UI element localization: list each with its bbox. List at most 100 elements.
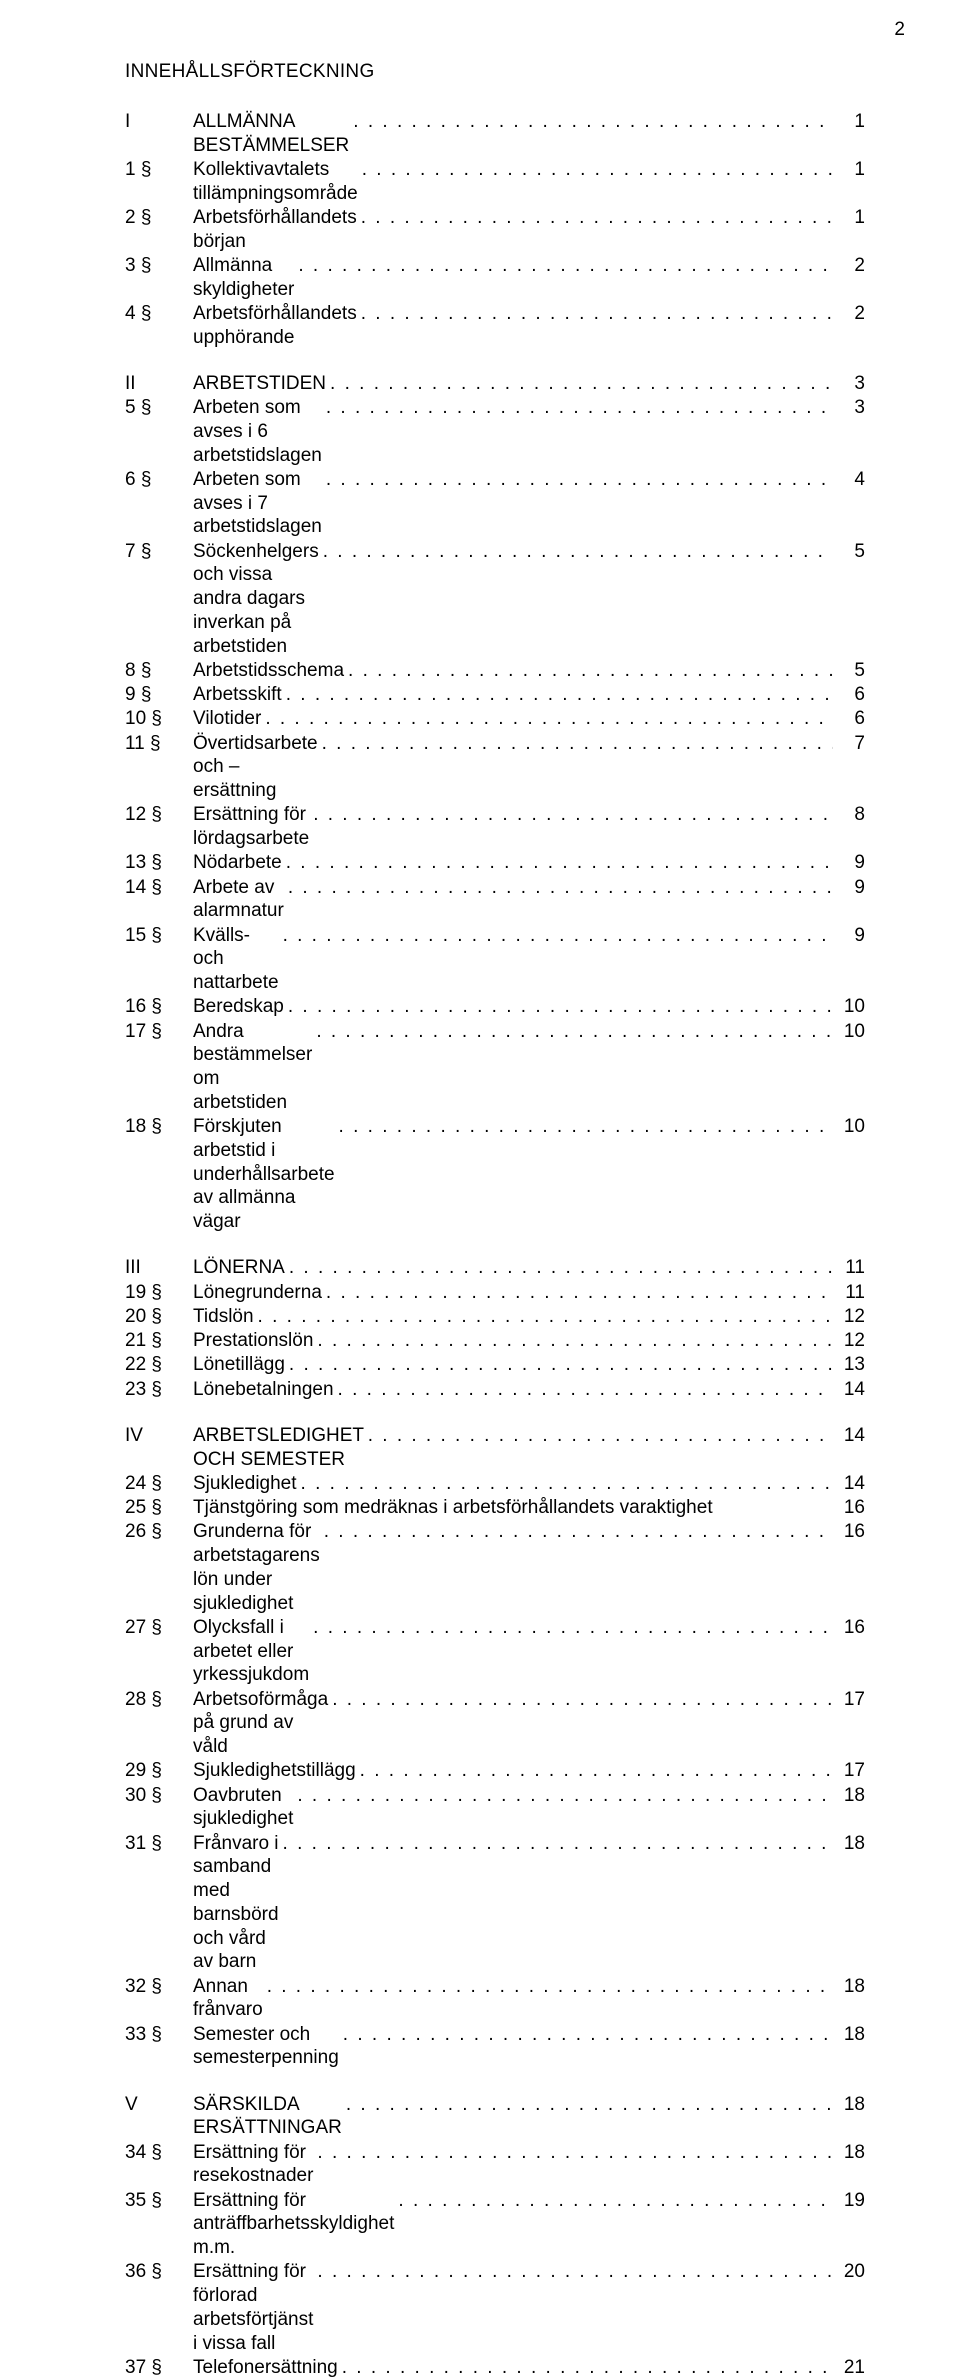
toc-page-number: 14 xyxy=(837,1472,865,1496)
toc-left-label: 19 § xyxy=(125,1281,193,1305)
toc-entry: Prestationslön. . . . . . . . . . . . . … xyxy=(193,1329,837,1353)
toc-entry: Söckenhelgers och vissa andra dagars inv… xyxy=(193,540,837,659)
toc-page-number: 2 xyxy=(837,302,865,326)
toc-left-label: 28 § xyxy=(125,1688,193,1712)
toc-row: IVARBETSLEDIGHET OCH SEMESTER. . . . . .… xyxy=(125,1424,865,1472)
toc-left-label: 17 § xyxy=(125,1020,193,1044)
toc-entry-text: Prestationslön xyxy=(193,1329,313,1353)
toc-page-number: 18 xyxy=(837,2023,865,2047)
toc-row: 23 §Lönebetalningen. . . . . . . . . . .… xyxy=(125,1378,865,1402)
toc-row: 22 §Lönetillägg. . . . . . . . . . . . .… xyxy=(125,1353,865,1377)
toc-entry-text: ARBETSTIDEN xyxy=(193,372,326,396)
toc-left-label: 26 § xyxy=(125,1520,193,1544)
toc-leader-dots: . . . . . . . . . . . . . . . . . . . . … xyxy=(330,372,833,396)
toc-entry: Tjänstgöring som medräknas i arbetsförhå… xyxy=(193,1496,833,1520)
toc-entry-text: Nödarbete xyxy=(193,851,282,875)
toc-entry: Ersättning för förlorad arbetsförtjänst … xyxy=(193,2260,837,2355)
toc-entry: Tidslön. . . . . . . . . . . . . . . . .… xyxy=(193,1305,837,1329)
toc-entry-text: Sjukledighet xyxy=(193,1472,297,1496)
toc-left-label: 11 § xyxy=(125,732,193,756)
toc-entry-text: Oavbruten sjukledighet xyxy=(193,1784,293,1832)
toc-left-label: 36 § xyxy=(125,2260,193,2284)
toc-left-label: I xyxy=(125,110,193,134)
toc-left-label: 3 § xyxy=(125,254,193,278)
toc-page-number: 13 xyxy=(837,1353,865,1377)
toc-left-label: 22 § xyxy=(125,1353,193,1377)
toc-entry: Arbetsoförmåga på grund av våld. . . . .… xyxy=(193,1688,837,1759)
toc-leader-dots: . . . . . . . . . . . . . . . . . . . . … xyxy=(361,302,833,326)
toc-page-number: 6 xyxy=(837,683,865,707)
toc-page-number: 1 xyxy=(837,158,865,182)
toc-page-number: 17 xyxy=(837,1688,865,1712)
toc-leader-dots: . . . . . . . . . . . . . . . . . . . . … xyxy=(342,2356,833,2380)
toc-page-number: 20 xyxy=(837,2260,865,2284)
toc-entry-text: Lönegrunderna xyxy=(193,1281,322,1305)
toc-row: 4 §Arbetsförhållandets upphörande. . . .… xyxy=(125,302,865,350)
toc-leader-dots: . . . . . . . . . . . . . . . . . . . . … xyxy=(332,1688,833,1712)
toc-entry: Arbetsförhållandets början. . . . . . . … xyxy=(193,206,837,254)
toc-left-label: 5 § xyxy=(125,396,193,420)
toc-leader-dots: . . . . . . . . . . . . . . . . . . . . … xyxy=(326,468,833,492)
toc-entry-text: Arbetsförhållandets början xyxy=(193,206,357,254)
section-gap xyxy=(125,1234,865,1256)
toc-page-number: 7 xyxy=(837,732,865,756)
toc-left-label: 1 § xyxy=(125,158,193,182)
toc-entry-text: Frånvaro i samband med barnsbörd och vår… xyxy=(193,1832,279,1975)
toc-leader-dots: . . . . . . . . . . . . . . . . . . . . … xyxy=(326,1281,833,1305)
toc-page-number: 12 xyxy=(837,1329,865,1353)
toc-leader-dots: . . . . . . . . . . . . . . . . . . . . … xyxy=(346,2093,833,2117)
toc-leader-dots: . . . . . . . . . . . . . . . . . . . . … xyxy=(343,2023,833,2047)
toc-leader-dots: . . . . . . . . . . . . . . . . . . . . … xyxy=(265,707,833,731)
toc-row: 11 §Övertidsarbete och –ersättning. . . … xyxy=(125,732,865,803)
toc-left-label: 33 § xyxy=(125,2023,193,2047)
toc-row: 27 §Olycksfall i arbetet eller yrkessjuk… xyxy=(125,1616,865,1687)
toc-left-label: 15 § xyxy=(125,924,193,948)
toc-leader-dots: . . . . . . . . . . . . . . . . . . . . … xyxy=(317,2141,833,2165)
toc-entry: Arbetstidsschema. . . . . . . . . . . . … xyxy=(193,659,837,683)
toc-page-number: 8 xyxy=(837,803,865,827)
toc-row: 7 §Söckenhelgers och vissa andra dagars … xyxy=(125,540,865,659)
toc-entry: Nödarbete. . . . . . . . . . . . . . . .… xyxy=(193,851,837,875)
toc-entry-text: Arbete av alarmnatur xyxy=(193,876,284,924)
toc-row: 37 §Telefonersättning. . . . . . . . . .… xyxy=(125,2356,865,2380)
toc-entry: ALLMÄNNA BESTÄMMELSER. . . . . . . . . .… xyxy=(193,110,837,158)
toc-page-number: 11 xyxy=(837,1256,865,1280)
toc-left-label: 6 § xyxy=(125,468,193,492)
toc-entry: Sjukledighet. . . . . . . . . . . . . . … xyxy=(193,1472,837,1496)
toc-entry-text: Övertidsarbete och –ersättning xyxy=(193,732,318,803)
toc-row: 35 §Ersättning för anträffbarhetsskyldig… xyxy=(125,2189,865,2260)
toc-row: 36 §Ersättning för förlorad arbetsförtjä… xyxy=(125,2260,865,2355)
toc-leader-dots: . . . . . . . . . . . . . . . . . . . . … xyxy=(361,206,833,230)
toc-leader-dots: . . . . . . . . . . . . . . . . . . . . … xyxy=(283,924,833,948)
toc-page-number: 9 xyxy=(837,924,865,948)
toc-entry: Arbetsskift. . . . . . . . . . . . . . .… xyxy=(193,683,837,707)
toc-entry-text: Kollektivavtalets tillämpningsområde xyxy=(193,158,358,206)
page-title: INNEHÅLLSFÖRTECKNING xyxy=(125,60,865,84)
toc-entry: ARBETSTIDEN. . . . . . . . . . . . . . .… xyxy=(193,372,837,396)
toc-leader-dots: . . . . . . . . . . . . . . . . . . . . … xyxy=(362,158,833,182)
toc-row: 5 §Arbeten som avses i 6 arbetstidslagen… xyxy=(125,396,865,467)
toc-entry-text: Söckenhelgers och vissa andra dagars inv… xyxy=(193,540,319,659)
toc-leader-dots: . . . . . . . . . . . . . . . . . . . . … xyxy=(324,1520,833,1544)
toc-entry: Andra bestämmelser om arbetstiden. . . .… xyxy=(193,1020,837,1115)
toc-entry: Ersättning för lördagsarbete. . . . . . … xyxy=(193,803,837,851)
toc-leader-dots: . . . . . . . . . . . . . . . . . . . . … xyxy=(267,1975,833,1999)
toc-entry-text: Annan frånvaro xyxy=(193,1975,263,2023)
toc-entry: Oavbruten sjukledighet. . . . . . . . . … xyxy=(193,1784,837,1832)
toc-entry: Lönebetalningen. . . . . . . . . . . . .… xyxy=(193,1378,837,1402)
toc-leader-dots: . . . . . . . . . . . . . . . . . . . . … xyxy=(368,1424,833,1448)
toc-page-number: 14 xyxy=(837,1378,865,1402)
toc-leader-dots: . . . . . . . . . . . . . . . . . . . . … xyxy=(348,659,833,683)
toc-leader-dots: . . . . . . . . . . . . . . . . . . . . … xyxy=(289,1353,833,1377)
toc-left-label: III xyxy=(125,1256,193,1280)
toc-page-number: 16 xyxy=(837,1520,865,1544)
toc-entry-text: Vilotider xyxy=(193,707,261,731)
toc-row: 19 §Lönegrunderna. . . . . . . . . . . .… xyxy=(125,1281,865,1305)
toc-leader-dots: . . . . . . . . . . . . . . . . . . . . … xyxy=(317,1329,833,1353)
toc-row: 2 §Arbetsförhållandets början. . . . . .… xyxy=(125,206,865,254)
toc-entry-text: Tidslön xyxy=(193,1305,254,1329)
toc-row: 13 §Nödarbete. . . . . . . . . . . . . .… xyxy=(125,851,865,875)
table-of-contents: IALLMÄNNA BESTÄMMELSER. . . . . . . . . … xyxy=(125,110,865,2380)
toc-leader-dots: . . . . . . . . . . . . . . . . . . . . … xyxy=(289,1256,833,1280)
toc-page-number: 18 xyxy=(837,2141,865,2165)
